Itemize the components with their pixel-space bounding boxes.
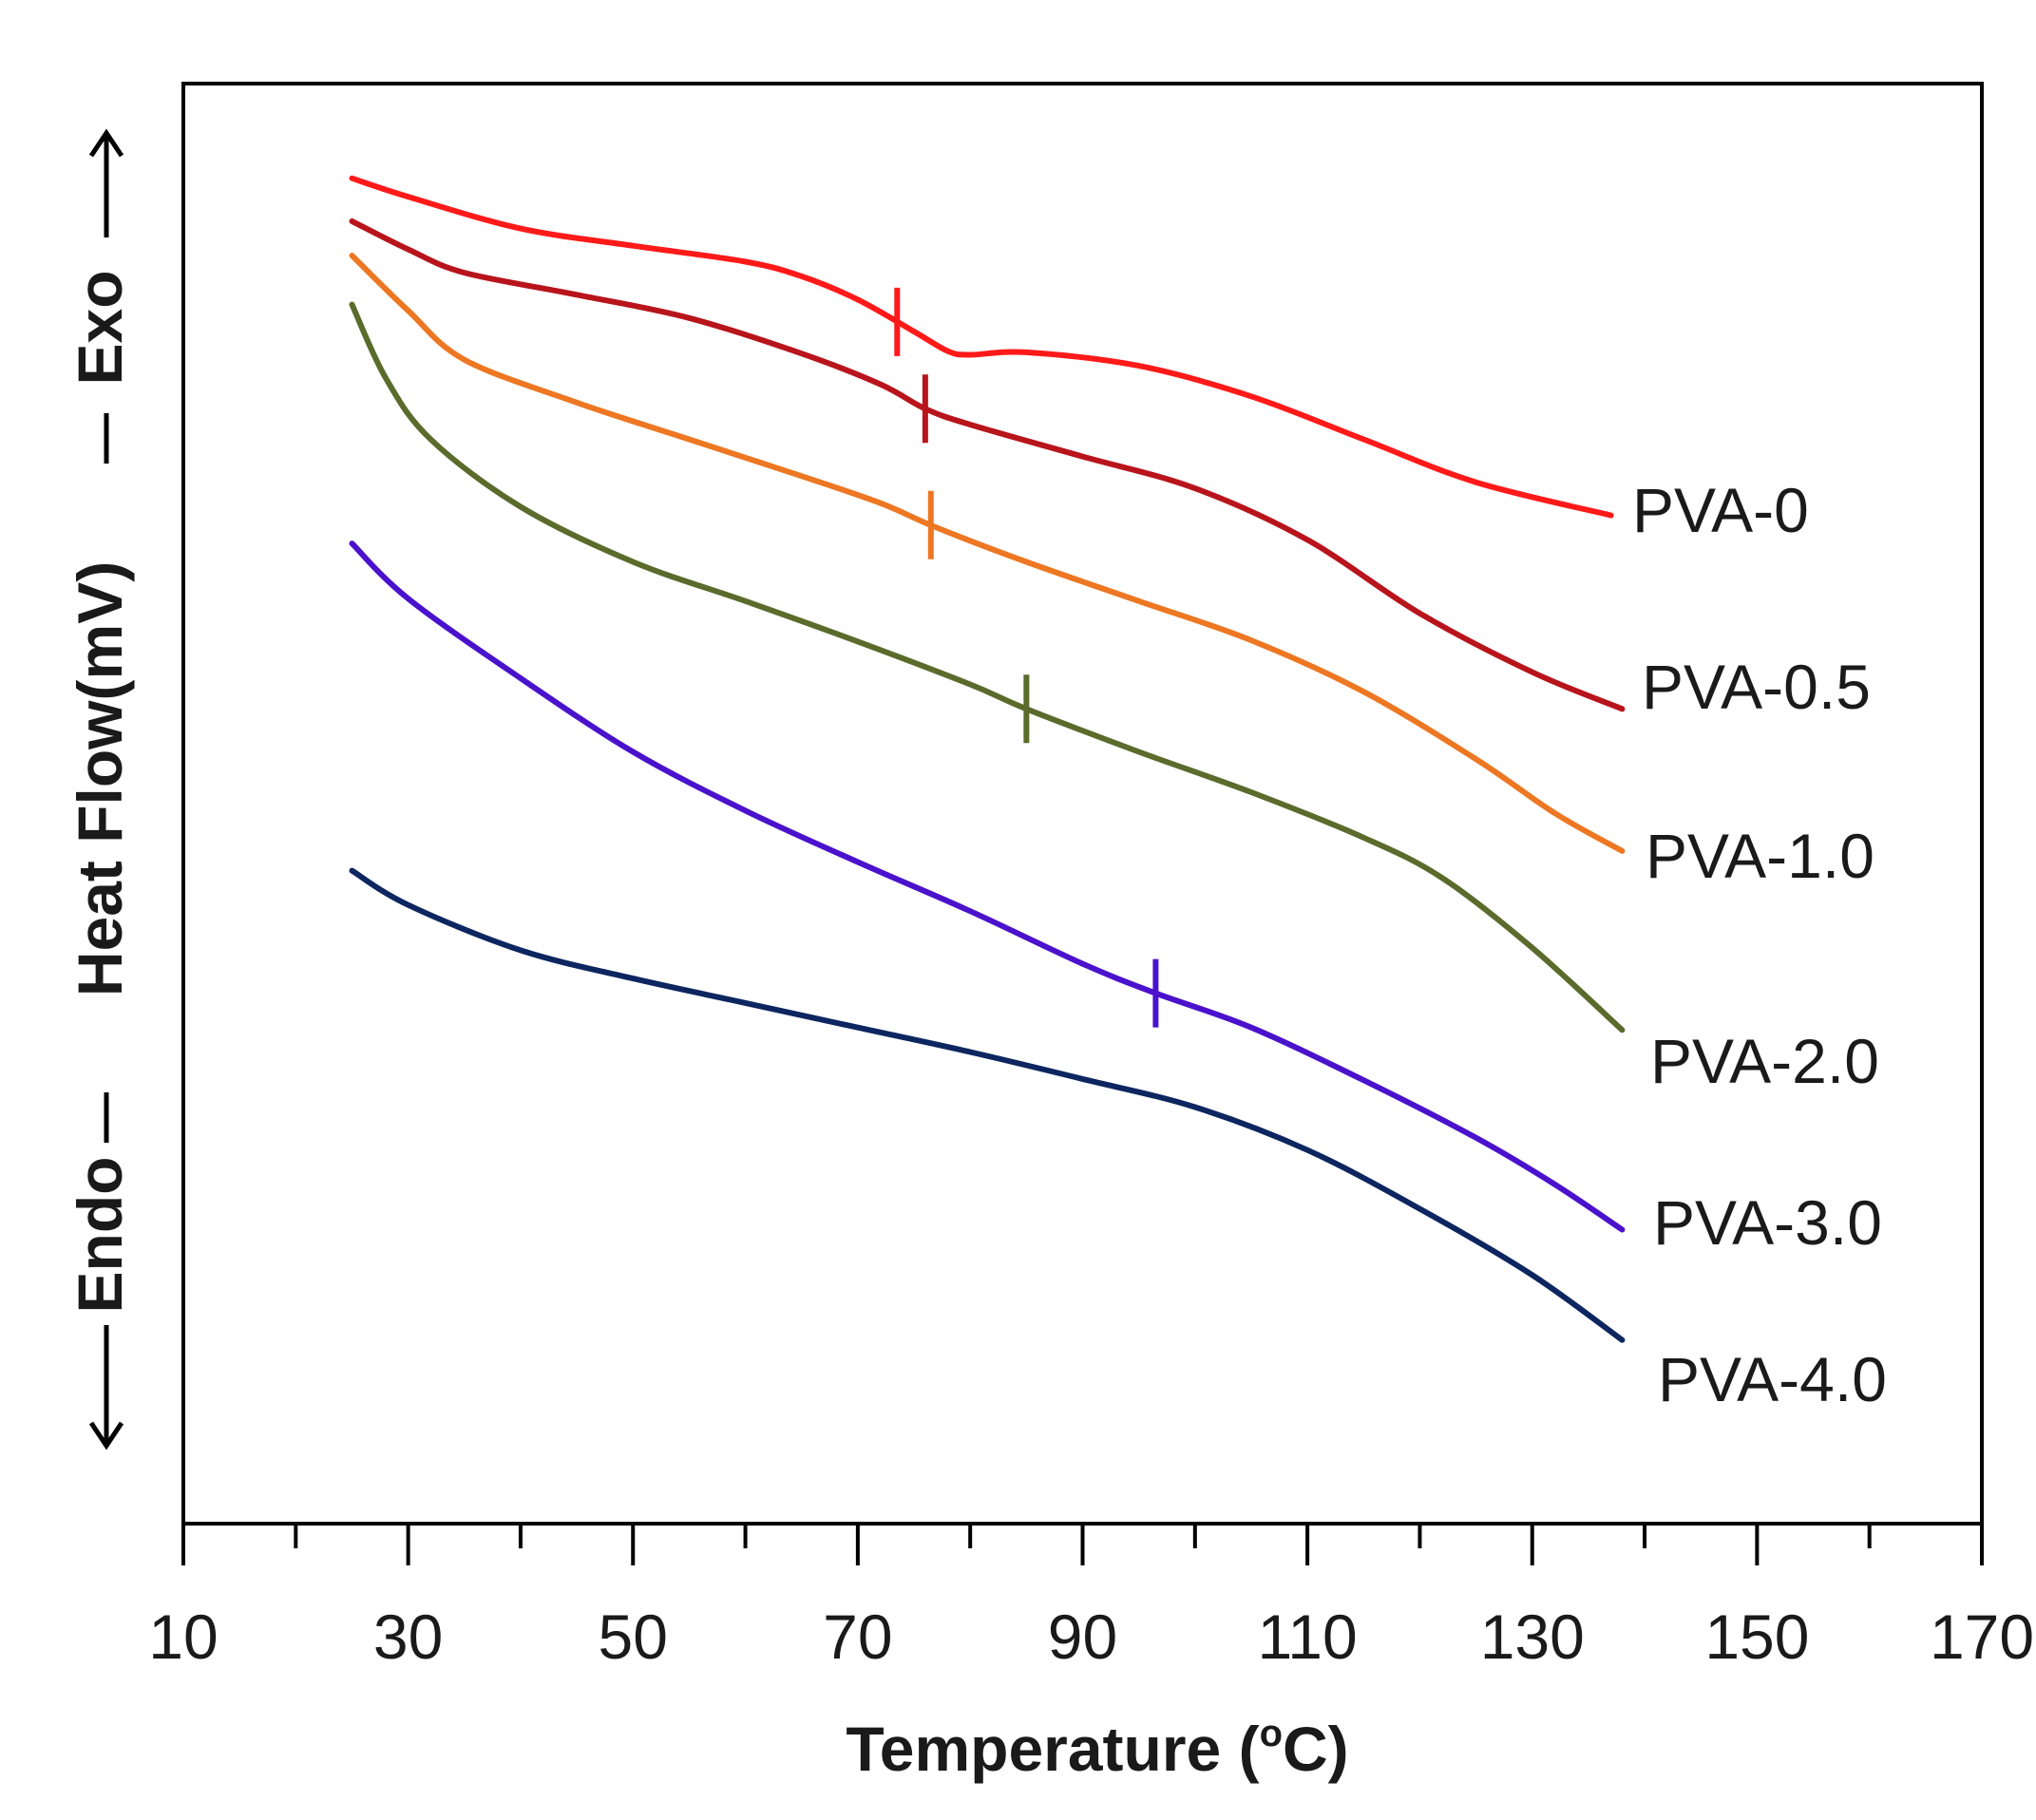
series-label-pva-4-0: PVA-4.0: [1658, 1344, 1887, 1414]
x-tick-label: 110: [1258, 1602, 1358, 1672]
series-label-pva-1-0: PVA-1.0: [1646, 821, 1874, 891]
x-tick-label: 90: [1048, 1602, 1117, 1672]
series-line-pva-0-5: [349, 218, 1626, 712]
series-label-pva-0: PVA-0: [1632, 475, 1809, 545]
x-axis-ticks: [181, 1524, 1984, 1565]
plot-frame: [181, 82, 1984, 1526]
exo-arrowhead-icon: [88, 128, 124, 158]
series-line-pva-3-0: [349, 540, 1626, 1233]
y-label-endo: Endo: [65, 1157, 135, 1314]
x-tick-label: 170: [1930, 1602, 2034, 1672]
x-axis-tick-labels: 10 30 50 70 90 110 130 150 170: [148, 1602, 2034, 1672]
tg-markers: [894, 287, 1159, 1028]
series-line-pva-4-0: [349, 867, 1626, 1343]
series-line-pva-1-0: [349, 253, 1626, 854]
x-tick-label: 10: [148, 1602, 218, 1672]
series-label-pva-3-0: PVA-3.0: [1653, 1187, 1882, 1258]
x-tick-label: 30: [373, 1602, 443, 1672]
endo-arrowhead-icon: [88, 1421, 124, 1450]
x-axis-title: Temperature (oC): [846, 1713, 1348, 1784]
series-line-pva-0: [349, 175, 1614, 519]
series-label-pva-0-5: PVA-0.5: [1642, 652, 1871, 722]
y-label-main: Heat Flow(mV): [65, 561, 135, 996]
x-tick-label: 130: [1480, 1602, 1585, 1672]
y-label-exo: Exo: [65, 270, 135, 385]
x-tick-label: 50: [599, 1602, 668, 1672]
series-line-pva-2-0: [349, 301, 1626, 1033]
series-label-pva-2-0: PVA-2.0: [1650, 1026, 1879, 1096]
x-tick-label: 150: [1704, 1602, 1809, 1672]
series-labels: PVA-0 PVA-0.5 PVA-1.0 PVA-2.0 PVA-3.0 PVA-4.0: [1632, 475, 1887, 1414]
series-lines: [349, 175, 1626, 1343]
y-axis-title: Exo Heat Flow(mV) Endo: [65, 128, 135, 1450]
x-tick-label: 70: [823, 1602, 892, 1672]
